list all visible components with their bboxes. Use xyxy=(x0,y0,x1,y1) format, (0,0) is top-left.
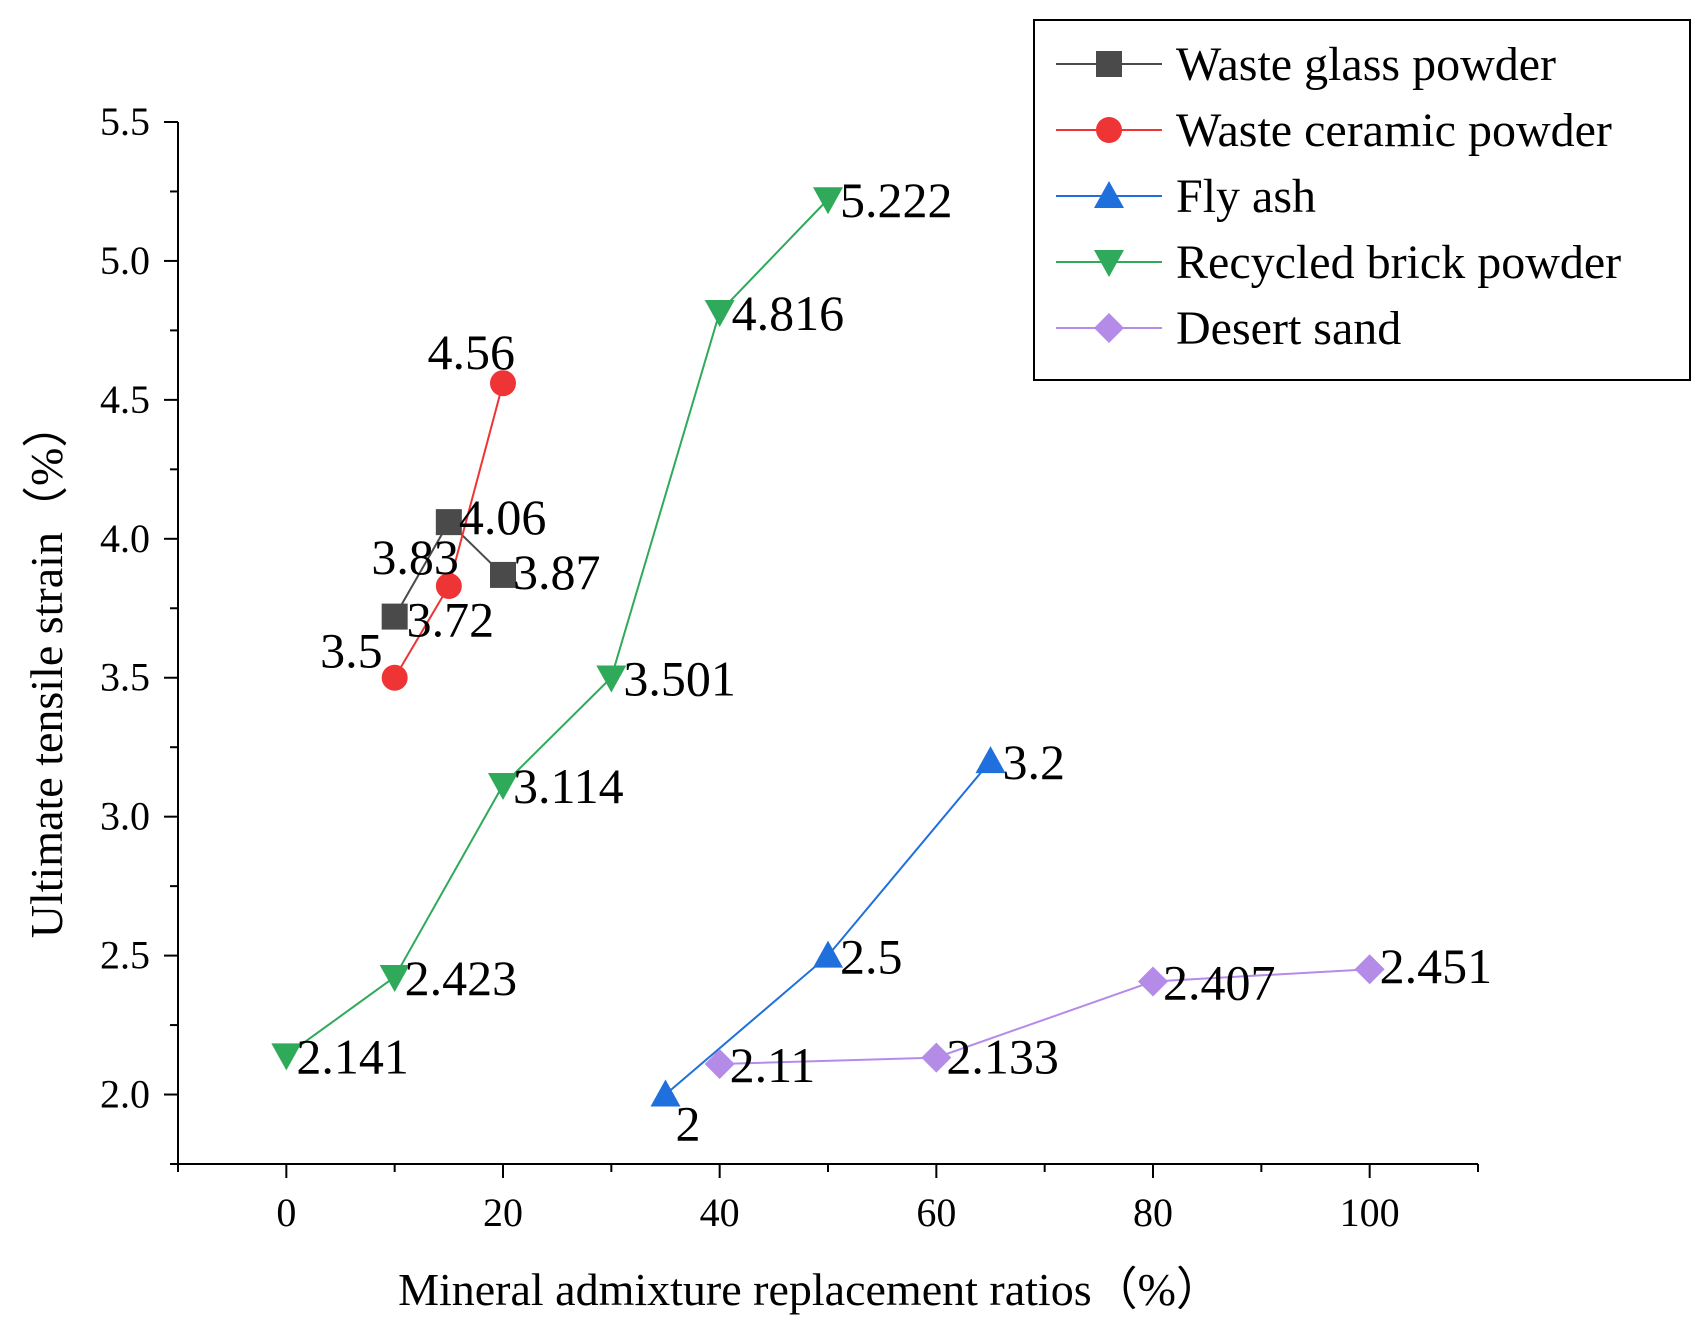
y-tick-label: 5.5 xyxy=(100,99,150,144)
data-point xyxy=(1354,954,1385,985)
x-tick-label: 80 xyxy=(1133,1190,1173,1235)
x-tick-label: 0 xyxy=(276,1190,296,1235)
data-point xyxy=(271,1043,302,1071)
y-tick-label: 2.5 xyxy=(100,933,150,978)
data-point xyxy=(704,1048,735,1079)
data-label: 3.501 xyxy=(623,650,736,706)
y-tick-label: 4.5 xyxy=(100,377,150,422)
legend-label: Waste glass powder xyxy=(1176,38,1556,91)
data-label: 4.56 xyxy=(428,324,516,380)
legend-marker xyxy=(1094,181,1124,208)
data-point xyxy=(381,664,408,691)
data-label: 2.141 xyxy=(296,1028,409,1084)
legend-item: Waste ceramic powder xyxy=(1056,104,1612,157)
data-point xyxy=(379,964,410,992)
data-point xyxy=(704,300,735,328)
y-axis-title: Ultimate tensile strain（%） xyxy=(21,402,72,939)
data-label: 2.423 xyxy=(405,950,517,1006)
legend-label: Fly ash xyxy=(1176,170,1316,223)
legend: Waste glass powder Waste ceramic powder Fl… xyxy=(1033,19,1691,381)
data-label: 3.83 xyxy=(371,529,459,585)
data-label: 5.222 xyxy=(840,172,953,228)
data-point xyxy=(975,746,1006,774)
legend-item: Desert sand xyxy=(1056,302,1401,355)
series-recycled-brick-powder xyxy=(271,187,843,1071)
legend-item: Recycled brick powder xyxy=(1056,236,1621,289)
data-point xyxy=(435,509,462,536)
legend-label: Recycled brick powder xyxy=(1176,236,1621,289)
series-waste-glass-powder xyxy=(381,509,516,630)
data-label: 4.06 xyxy=(459,489,547,545)
x-tick-label: 20 xyxy=(483,1190,523,1235)
data-label: 2.5 xyxy=(840,929,903,985)
data-label: 3.87 xyxy=(513,544,601,600)
legend-marker xyxy=(1094,250,1124,277)
data-point xyxy=(596,665,627,693)
series-fly-ash xyxy=(650,746,1006,1107)
data-labels: 3.72 4.063.87 3.5 3.83 4.56 2 2.5 3.2 2.141 2.423… xyxy=(296,172,1492,1151)
data-point xyxy=(813,940,843,968)
series-waste-ceramic-powder xyxy=(381,370,516,691)
series-desert-sand xyxy=(704,954,1385,1079)
data-label: 2.407 xyxy=(1163,954,1276,1010)
legend-label: Desert sand xyxy=(1176,302,1401,355)
series-line xyxy=(719,968,1370,1065)
data-point xyxy=(813,187,843,215)
data-point xyxy=(488,772,518,800)
legend-marker xyxy=(1096,51,1122,77)
legend-item: Waste glass powder xyxy=(1056,38,1556,91)
series-line xyxy=(285,198,829,1057)
data-label: 2.11 xyxy=(730,1037,816,1093)
data-label: 3.5 xyxy=(320,623,383,679)
legend-box xyxy=(1033,19,1691,381)
data-point xyxy=(381,603,408,630)
data-label: 3.114 xyxy=(513,758,624,814)
y-tick-label: 3.5 xyxy=(100,655,150,700)
legend-label: Waste ceramic powder xyxy=(1176,104,1612,157)
legend-marker xyxy=(1094,313,1124,343)
y-tick-label: 2.0 xyxy=(100,1072,150,1117)
data-point xyxy=(435,573,462,600)
data-point xyxy=(921,1042,952,1073)
data-label: 2.133 xyxy=(946,1029,1058,1085)
x-axis-title: Mineral admixture replacement ratios（%） xyxy=(398,1264,1222,1315)
data-label: 2.451 xyxy=(1380,938,1493,994)
y-tick-label: 5.0 xyxy=(100,238,150,283)
data-label: 3.72 xyxy=(407,592,495,648)
data-point xyxy=(490,370,516,397)
legend-marker xyxy=(1096,117,1122,143)
x-tick-label: 40 xyxy=(700,1190,740,1235)
series-layer xyxy=(271,187,1385,1107)
data-point xyxy=(650,1079,681,1107)
data-label: 3.2 xyxy=(1003,734,1066,790)
data-label: 2 xyxy=(676,1096,701,1152)
data-label: 4.816 xyxy=(732,285,845,341)
x-tick-label: 100 xyxy=(1340,1190,1400,1235)
y-tick-label: 3.0 xyxy=(100,794,150,839)
y-tick-label: 4.0 xyxy=(100,516,150,561)
axes: 0 20 40 60 80 100 2.0 2.5 3.0 3.5 4.0 4.5 5.0 5.5 xyxy=(100,99,1479,1235)
data-point xyxy=(1138,966,1168,997)
data-point xyxy=(490,561,516,588)
x-tick-label: 60 xyxy=(916,1190,956,1235)
legend-item: Fly ash xyxy=(1056,170,1316,223)
series-line xyxy=(664,760,992,1096)
